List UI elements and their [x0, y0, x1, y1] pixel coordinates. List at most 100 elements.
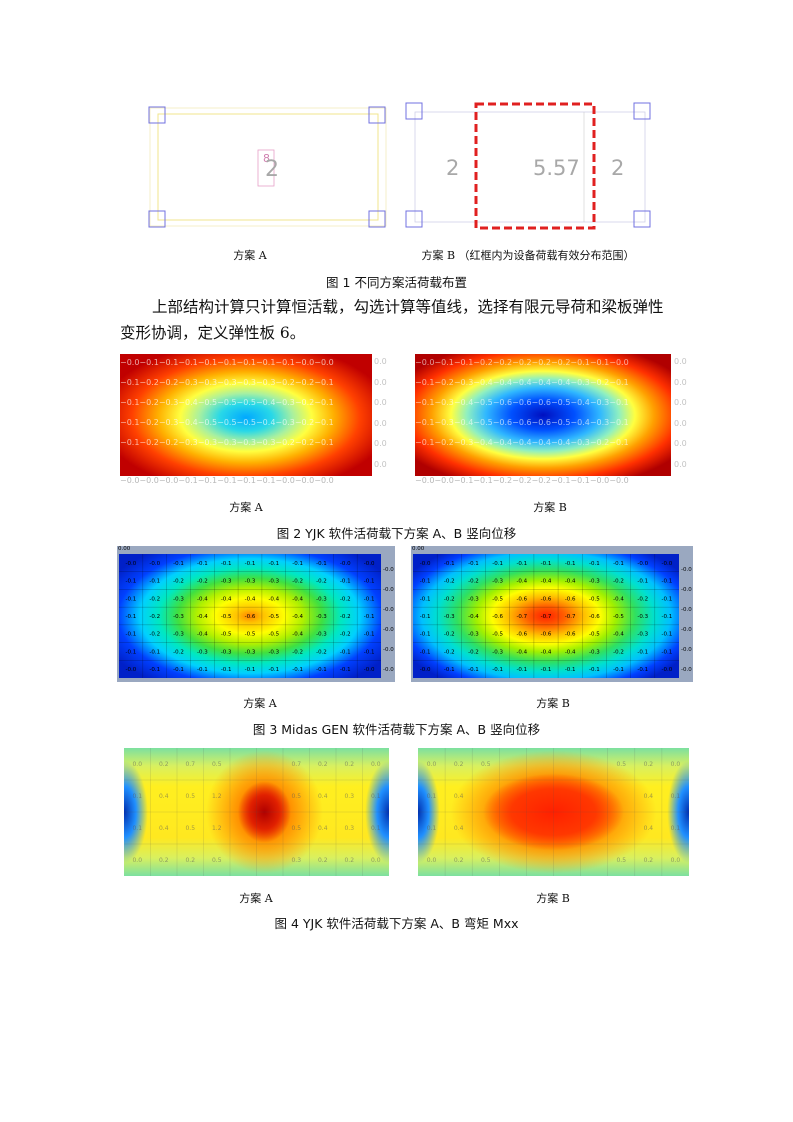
fig3-b-value-label: -0.6 [565, 596, 576, 602]
fig4-a-value-label: 0.4 [159, 825, 169, 832]
column-marker [405, 210, 423, 228]
fig3-a-value-label: -0.1 [316, 561, 327, 567]
fig3-caption: 图 3 Midas GEN 软件活荷载下方案 A、B 竖向位移 [252, 722, 541, 737]
fig4-a-value-label: 0.2 [318, 761, 328, 768]
fig3-a-value-label: -0.1 [221, 667, 232, 673]
fig3-label-b: 方案 B [536, 697, 570, 710]
fig3-b-value-label: -0.1 [637, 579, 648, 585]
fig3-a-value-label: -0.1 [268, 667, 279, 673]
fig3-b-value-label: -0.1 [468, 561, 479, 567]
fig3-b-value-label: -0.3 [637, 614, 648, 620]
fig3-b-value-label: -0.4 [613, 632, 624, 638]
fig3-a-grid: -0.0 -0.0 -0.1 -0.1 -0.1 -0.1 -0.1 -0.1 -0.1 -0.0… [119, 554, 381, 678]
fig3-b-value-label: -0.1 [613, 667, 624, 673]
fig3-b-value-label: -0.3 [492, 579, 503, 585]
fig3-a-value-label: -0.3 [173, 632, 184, 638]
fig2-a-row: −0.1−0.2−0.2−0.3−0.3−0.3−0.3−0.3−0.2−0.2… [120, 378, 334, 387]
tick-label: 0.0 [674, 418, 687, 428]
fig3-a-value-label: -0.3 [316, 596, 327, 602]
fig4-a-value-label: 0.2 [344, 761, 354, 768]
fig4-b-value-label: 0.5 [481, 857, 491, 864]
fig3-a-value-label: -0.1 [364, 596, 375, 602]
fig3-b-value-label: -0.1 [662, 579, 673, 585]
fig3-b-value-label: -0.4 [541, 649, 552, 655]
fig2-b-rows: −0.0−0.1−0.1−0.2−0.2−0.2−0.2−0.2−0.1−0.1… [415, 358, 671, 458]
fig3-a-value-label: -0.1 [126, 579, 137, 585]
fig2-a-contour: −0.0−0.1−0.1−0.1−0.1−0.1−0.1−0.1−0.1−0.0… [120, 354, 372, 476]
fig3-a-value-label: -0.5 [245, 632, 256, 638]
fig4-a-value-label: 0.3 [344, 825, 354, 832]
fig4-b-grid: 0.0 0.2 0.5 0.5 0.2 0.0 0.1 0.4 0.4 0.1 0.1 0.4 0.4 0… [418, 748, 689, 876]
fig3-a-value-label: -0.2 [173, 649, 184, 655]
fig3-b-value-label: -0.1 [541, 561, 552, 567]
fig3-b-value-label: -0.6 [516, 632, 527, 638]
tick-label: 0.0 [674, 439, 687, 448]
fig4-b-value-label: 0.1 [427, 793, 437, 800]
equipment-load-red-box [474, 102, 596, 230]
fig3-a-value-label: -0.3 [173, 614, 184, 620]
fig4-caption: 图 4 YJK 软件活荷载下方案 A、B 弯矩 Mxx [274, 916, 519, 931]
fig4-b-value-label: 0.5 [616, 857, 626, 864]
fig3-b-value-label: -0.0 [637, 561, 648, 567]
fig4-b-value-label: 0.2 [644, 761, 654, 768]
tick-label: -0.0 [383, 667, 394, 673]
fig3-a-value-label: -0.2 [149, 632, 160, 638]
fig3-a-value-label: -0.1 [364, 632, 375, 638]
load-marker [257, 149, 275, 187]
fig3-b-value-label: -0.6 [516, 596, 527, 602]
paragraph-line-1: 上部结构计算只计算恒活载，勾选计算等值线，选择有限元导荷和梁板弹性 [152, 298, 664, 316]
fig4-b-value-label: 0.1 [671, 825, 681, 832]
fig3-b-value-label: -0.0 [420, 561, 431, 567]
fig3-a-value-label: -0.3 [268, 579, 279, 585]
tick-label: 0.0 [674, 459, 687, 469]
fig3-b-value-label: -0.7 [541, 614, 552, 620]
fig3-b-value-label: -0.6 [541, 632, 552, 638]
fig3-b-contour: -0.0 -0.1 -0.1 -0.1 -0.1 -0.1 -0.1 -0.1 -0.1 -0.0… [413, 554, 679, 678]
tick-label: -0.0 [681, 667, 692, 673]
tick-label: 0.0 [674, 357, 687, 366]
fig4-b-value-label: 0.2 [454, 857, 464, 864]
fig3-a-value-label: -0.2 [340, 614, 351, 620]
fig2-label-a: 方案 A [229, 501, 263, 514]
fig3-a-value-label: -0.4 [197, 596, 208, 602]
fig4-a-value-label: 0.2 [159, 857, 169, 864]
fig3-a-value-label: -0.5 [221, 614, 232, 620]
fig3-a-frame: -0.0 -0.0 -0.1 -0.1 -0.1 -0.1 -0.1 -0.1 -0.1 -0.0… [117, 546, 395, 682]
fig3-a-value-label: -0.1 [149, 667, 160, 673]
tick-label: 0.0 [374, 357, 387, 366]
fig3-b-value-label: -0.1 [444, 561, 455, 567]
fig3-b-value-label: -0.1 [420, 614, 431, 620]
fig3-a-value-label: -0.4 [197, 614, 208, 620]
fig1-panel-b: 2 5.57 2 [405, 102, 651, 230]
fig3-b-value-label: -0.4 [468, 614, 479, 620]
fig4-b-value-label: 0.4 [644, 793, 654, 800]
fig2-b-bottom-ticks: −0.0−0.0−0.1−0.1−0.2−0.2−0.2−0.1−0.1−0.0… [415, 476, 629, 485]
fig3-a-value-label: -0.1 [340, 579, 351, 585]
fig1-b-left-value: 2 [446, 156, 459, 180]
fig3-b-value-label: -0.1 [492, 667, 503, 673]
fig4-a-grid: 0.0 0.2 0.7 0.5 0.7 0.2 0.2 0.0 0.1 0.4 0.5 1.2 0.5 0… [124, 748, 389, 876]
fig4-a-value-label: 1.2 [212, 793, 222, 800]
fig3-b-value-label: -0.2 [613, 579, 624, 585]
fig3-a-value-label: -0.3 [173, 596, 184, 602]
fig1-a-marker: 8 [263, 152, 270, 165]
fig1-panel-a: 8 2 [148, 106, 387, 228]
fig3-a-value-label: -0.0 [126, 667, 137, 673]
fig3-a-value-label: -0.1 [173, 561, 184, 567]
fig3-a-value-label: -0.2 [340, 632, 351, 638]
tick-label: -0.0 [681, 607, 692, 613]
column-marker [368, 106, 386, 124]
fig4-a-value-label: 0.0 [132, 761, 142, 768]
fig3-b-value-label: -0.2 [637, 596, 648, 602]
fig1-b-center-value: 5.57 [533, 156, 580, 180]
fig3-a-value-label: -0.3 [197, 649, 208, 655]
fig3-b-value-label: -0.1 [662, 632, 673, 638]
fig3-b-value-label: -0.6 [565, 632, 576, 638]
fig2-a-row: −0.1−0.2−0.3−0.4−0.5−0.5−0.5−0.4−0.3−0.2… [120, 398, 334, 407]
fig3-a-value-label: -0.3 [316, 632, 327, 638]
fig3-a-value-label: -0.1 [149, 649, 160, 655]
fig3-b-value-label: -0.7 [516, 614, 527, 620]
fig3-a-value-label: -0.1 [197, 667, 208, 673]
fig1-label-a: 方案 A [233, 249, 267, 262]
fig4-a-value-label: 0.2 [185, 857, 195, 864]
